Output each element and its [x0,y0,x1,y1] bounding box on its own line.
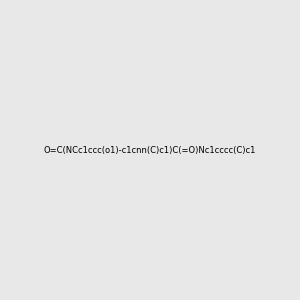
Text: O=C(NCc1ccc(o1)-c1cnn(C)c1)C(=O)Nc1cccc(C)c1: O=C(NCc1ccc(o1)-c1cnn(C)c1)C(=O)Nc1cccc(… [44,146,256,154]
